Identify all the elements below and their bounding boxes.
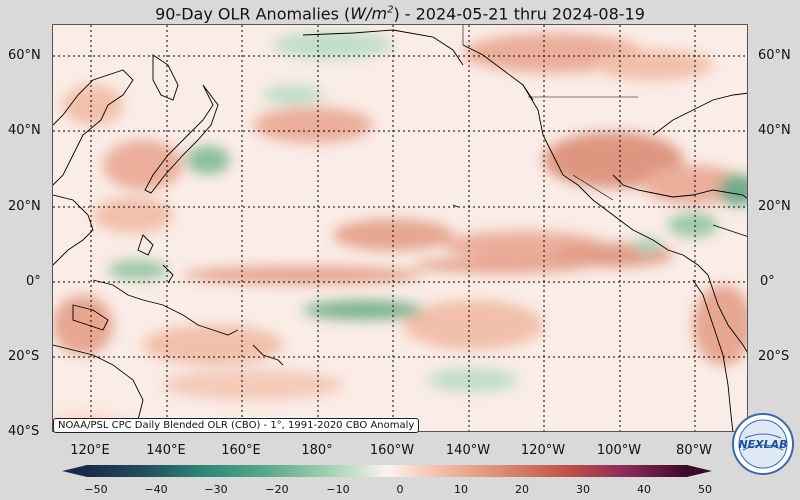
lat-label-40n-right: 40°N (758, 123, 791, 138)
colorbar-left-extend (62, 465, 87, 477)
lat-label-eq-right: 0° (760, 274, 775, 289)
colorbar-tick: −20 (265, 483, 289, 496)
colorbar-right-extend (687, 465, 712, 477)
map-canvas (53, 25, 747, 431)
graticule (53, 25, 747, 431)
coastlines (53, 29, 747, 431)
logo-text: NEXLAB (738, 438, 787, 451)
lon-label-160e: 160°E (221, 443, 261, 458)
colorbar-tick: 10 (454, 483, 468, 496)
lon-label-120e: 120°E (70, 443, 110, 458)
colorbar (62, 462, 712, 477)
lon-label-140e: 140°E (146, 443, 186, 458)
lon-label-160w: 160°W (369, 443, 415, 458)
colorbar-tick: 0 (396, 483, 404, 496)
olr-anomaly-map (52, 24, 748, 432)
lat-label-40s-left: 40°S (8, 424, 40, 439)
lon-label-180: 180° (301, 443, 333, 458)
colorbar-tick: 20 (515, 483, 529, 496)
map-title: 90-Day OLR Anomalies (W/m2) - 2024-05-21… (155, 4, 645, 24)
colorbar-tick: −10 (326, 483, 350, 496)
colorbar-gradient (87, 465, 687, 477)
colorbar-tick: 50 (698, 483, 712, 496)
lat-label-40n-left: 40°N (8, 123, 41, 138)
lat-label-20n-left: 20°N (8, 199, 41, 214)
lat-label-eq-left: 0° (26, 274, 41, 289)
lon-label-80w: 80°W (676, 443, 712, 458)
lat-label-20s-left: 20°S (8, 349, 40, 364)
colorbar-tick: 40 (637, 483, 651, 496)
lon-label-100w: 100°W (596, 443, 642, 458)
psl-nexlab-logo: NEXLAB (731, 412, 795, 476)
lat-label-60n-left: 60°N (8, 48, 41, 63)
lon-label-140w: 140°W (445, 443, 491, 458)
colorbar-tick: 30 (576, 483, 590, 496)
lat-label-20s-right: 20°S (758, 349, 790, 364)
colorbar-tick: −30 (204, 483, 228, 496)
data-source-note: NOAA/PSL CPC Daily Blended OLR (CBO) - 1… (53, 418, 420, 433)
colorbar-tick: −40 (144, 483, 168, 496)
lat-label-20n-right: 20°N (758, 199, 791, 214)
lat-label-60n-right: 60°N (758, 48, 791, 63)
anomaly-field (53, 31, 747, 431)
lon-label-120w: 120°W (520, 443, 566, 458)
colorbar-tick: −50 (84, 483, 108, 496)
